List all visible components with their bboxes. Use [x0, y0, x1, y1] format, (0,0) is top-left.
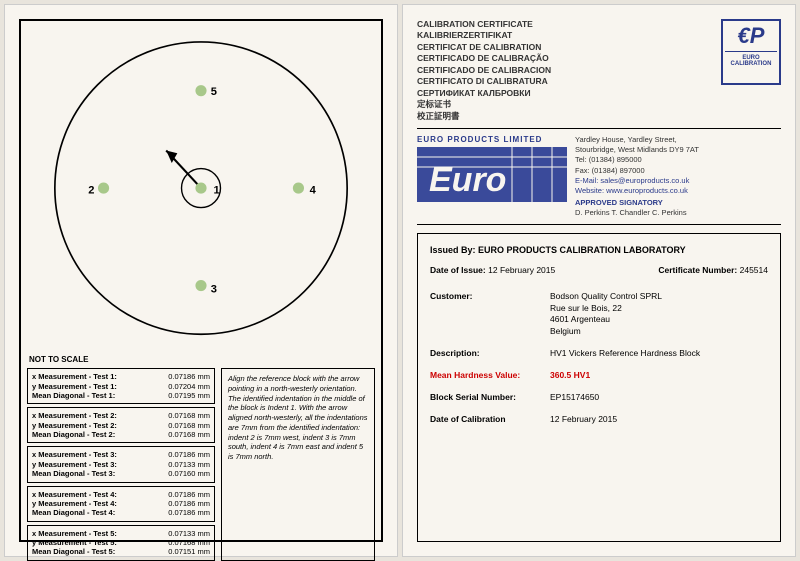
euro-calibration-badge: €P EURO CALIBRATION	[721, 19, 781, 85]
svg-text:3: 3	[211, 283, 217, 295]
indent-diagram: 1 2 3 4 5	[27, 27, 375, 349]
certificate-body: Issued By: EURO PRODUCTS CALIBRATION LAB…	[417, 233, 781, 542]
bsn-value: EP15174650	[550, 392, 599, 404]
addr-tel: Tel: (01384) 895000	[575, 155, 699, 165]
left-page: 1 2 3 4 5 NOT TO SCALE x Measurement - T…	[4, 4, 398, 557]
cert-titles: CALIBRATION CERTIFICATEKALIBRIERZERTIFIK…	[417, 19, 551, 122]
issue-row: Date of Issue: 12 February 2015 Certific…	[430, 265, 768, 277]
company-section: EURO PRODUCTS LIMITED Euro Yardley House…	[417, 129, 781, 225]
test-block-3: x Measurement - Test 3:0.07186 mmy Measu…	[27, 446, 215, 482]
desc-label: Description:	[430, 348, 550, 360]
bottom-area: x Measurement - Test 1:0.07186 mmy Measu…	[27, 368, 375, 561]
cust-v2: Rue sur le Bois, 22	[550, 303, 662, 315]
test-block-1: x Measurement - Test 1:0.07186 mmy Measu…	[27, 368, 215, 404]
addr-l1: Yardley House, Yardley Street,	[575, 135, 699, 145]
desc-value: HV1 Vickers Reference Hardness Block	[550, 348, 700, 360]
cert-title-line: CALIBRATION CERTIFICATE	[417, 19, 551, 30]
customer-label: Customer:	[430, 291, 550, 339]
test-block-5: x Measurement - Test 5:0.07133 mmy Measu…	[27, 525, 215, 561]
doi-label: Date of Issue:	[430, 265, 486, 275]
svg-text:4: 4	[310, 185, 317, 197]
doc-line: Date of Calibration 12 February 2015	[430, 414, 768, 426]
cert-title-line: 定标证书	[417, 99, 551, 110]
doc-label: Date of Calibration	[430, 414, 550, 426]
addr-sig: APPROVED SIGNATORY	[575, 198, 699, 208]
cn-value: 245514	[740, 265, 768, 275]
euro-logo: Euro	[417, 147, 567, 202]
addr-web: Website: www.europroducts.co.uk	[575, 186, 699, 196]
left-frame: 1 2 3 4 5 NOT TO SCALE x Measurement - T…	[19, 19, 383, 542]
badge-text: EURO CALIBRATION	[725, 51, 777, 67]
addr-l2: Stourbridge, West Midlands DY9 7AT	[575, 145, 699, 155]
cust-v3: 4601 Argenteau	[550, 314, 662, 326]
diagram-svg: 1 2 3 4 5	[27, 27, 375, 349]
instructions-box: Align the reference block with the arrow…	[221, 368, 375, 561]
addr-email: E-Mail: sales@europroducts.co.uk	[575, 176, 699, 186]
cert-title-line: KALIBRIERZERTIFIKAT	[417, 30, 551, 41]
customer-line: Customer: Bodson Quality Control SPRL Ru…	[430, 291, 768, 339]
issued-by: Issued By: EURO PRODUCTS CALIBRATION LAB…	[430, 244, 768, 257]
bsn-line: Block Serial Number: EP15174650	[430, 392, 768, 404]
cert-title-line: CERTIFICADO DE CALIBRACION	[417, 65, 551, 76]
cert-title-line: СЕРТИФИКАТ КАЛБРОВКИ	[417, 88, 551, 99]
not-to-scale-label: NOT TO SCALE	[29, 355, 375, 364]
doi-value: 12 February 2015	[488, 265, 555, 275]
address-block: Yardley House, Yardley Street, Stourbrid…	[575, 135, 699, 218]
cust-v1: Bodson Quality Control SPRL	[550, 291, 662, 303]
doc-value: 12 February 2015	[550, 414, 617, 426]
customer-value: Bodson Quality Control SPRL Rue sur le B…	[550, 291, 662, 339]
svg-text:1: 1	[214, 185, 220, 197]
cn-label: Certificate Number:	[658, 265, 737, 275]
logo-col: EURO PRODUCTS LIMITED Euro	[417, 135, 567, 218]
cert-title-line: CERTIFICAT DE CALIBRATION	[417, 42, 551, 53]
desc-line: Description: HV1 Vickers Reference Hardn…	[430, 348, 768, 360]
cert-title-line: CERTIFICATO DI CALIBRATURA	[417, 76, 551, 87]
addr-fax: Fax: (01384) 897000	[575, 166, 699, 176]
cust-v4: Belgium	[550, 326, 662, 338]
bsn-label: Block Serial Number:	[430, 392, 550, 404]
svg-text:2: 2	[88, 185, 94, 197]
mhv-line: Mean Hardness Value: 360.5 HV1	[430, 370, 768, 382]
cert-title-line: CERTIFICADO DE CALIBRAÇÃO	[417, 53, 551, 64]
test-block-2: x Measurement - Test 2:0.07168 mmy Measu…	[27, 407, 215, 443]
title-section: CALIBRATION CERTIFICATEKALIBRIERZERTIFIK…	[417, 19, 781, 129]
epl-heading: EURO PRODUCTS LIMITED	[417, 135, 567, 144]
cert-title-line: 校正証明書	[417, 111, 551, 122]
tests-column: x Measurement - Test 1:0.07186 mmy Measu…	[27, 368, 215, 561]
test-block-4: x Measurement - Test 4:0.07186 mmy Measu…	[27, 486, 215, 522]
badge-ep: €P	[725, 25, 777, 47]
addr-names: D. Perkins T. Chandler C. Perkins	[575, 208, 699, 218]
mhv-label: Mean Hardness Value:	[430, 370, 550, 382]
mhv-value: 360.5 HV1	[550, 370, 590, 382]
svg-text:5: 5	[211, 86, 217, 98]
right-page: CALIBRATION CERTIFICATEKALIBRIERZERTIFIK…	[402, 4, 796, 557]
